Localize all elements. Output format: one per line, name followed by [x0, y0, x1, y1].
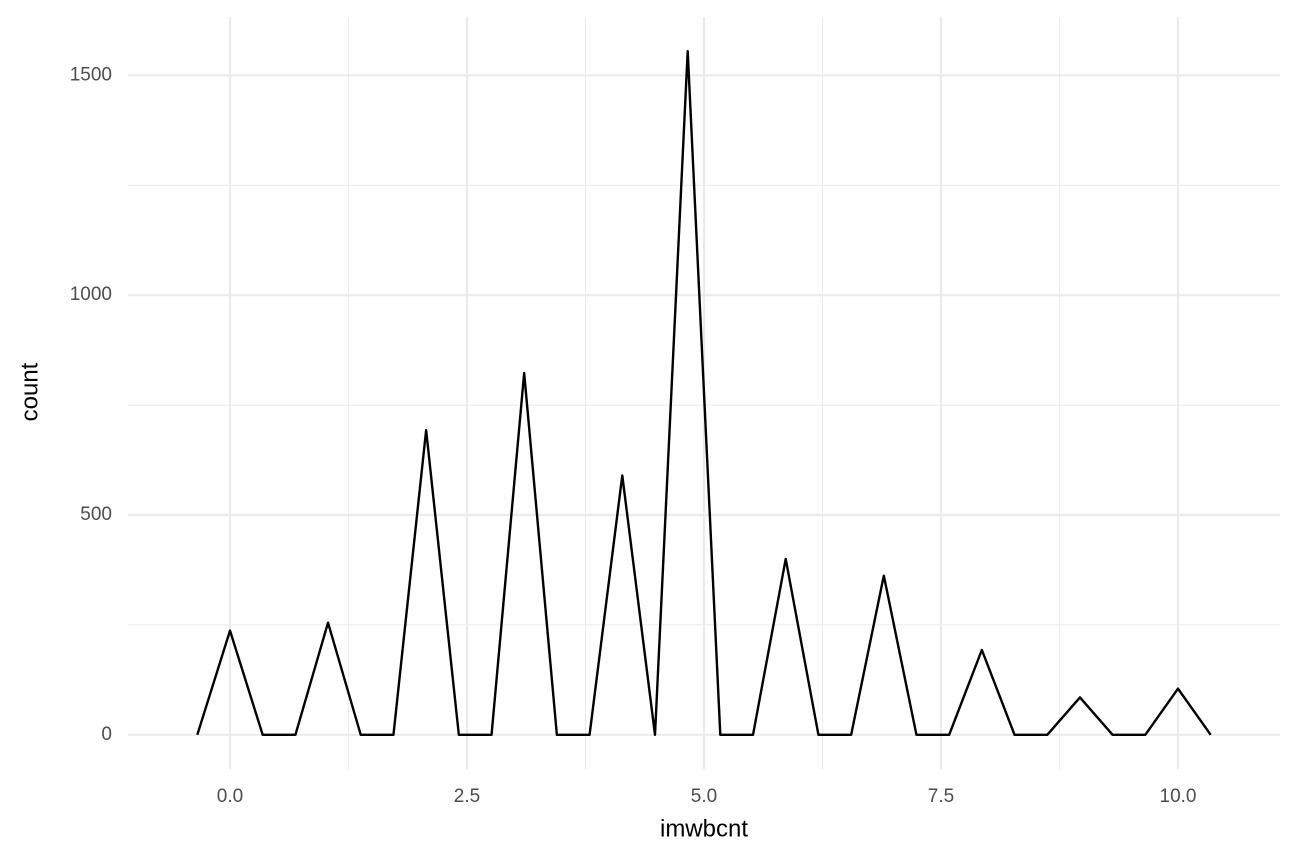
- y-tick-label: 1500: [70, 64, 112, 85]
- line: [196, 49, 1212, 737]
- y-tick-label: 1000: [70, 284, 112, 305]
- x-tick-label: 2.5: [454, 786, 480, 807]
- x-tick-label: 7.5: [928, 786, 954, 807]
- x-tick-label: 10.0: [1160, 786, 1197, 807]
- y-tick-label: 0: [101, 724, 112, 745]
- x-axis-title: imwbcnt: [660, 815, 748, 842]
- y-tick-label: 500: [80, 504, 112, 525]
- x-tick-label: 5.0: [691, 786, 717, 807]
- y-axis-title: count: [16, 362, 43, 421]
- x-tick-label: 0.0: [217, 786, 243, 807]
